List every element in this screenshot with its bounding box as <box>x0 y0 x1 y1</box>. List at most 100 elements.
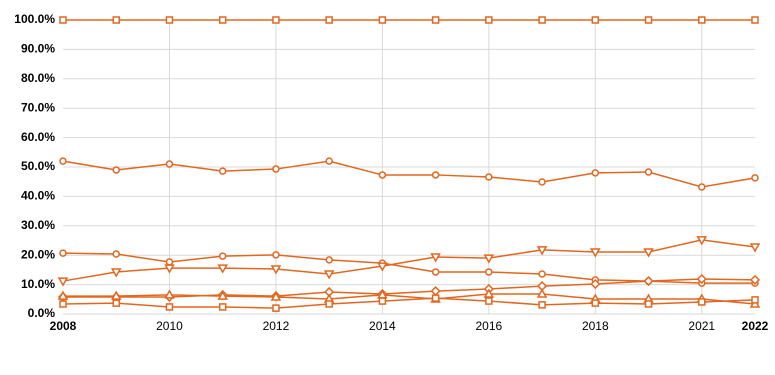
y-tick-label: 20.0% <box>21 247 55 261</box>
marker <box>112 250 120 258</box>
marker <box>110 290 122 300</box>
marker <box>431 268 440 276</box>
y-tick-label: 90.0% <box>21 42 55 56</box>
marker <box>698 183 706 191</box>
marker <box>57 290 69 300</box>
x-tick-label: 2022 <box>742 319 769 333</box>
marker <box>538 178 546 186</box>
marker <box>272 304 280 312</box>
series-line <box>63 278 756 298</box>
marker <box>751 16 759 24</box>
marker <box>485 268 493 276</box>
marker <box>698 298 706 306</box>
x-tick-label: 2021 <box>688 319 715 333</box>
marker <box>59 300 67 308</box>
marker <box>698 16 706 24</box>
marker <box>536 288 548 298</box>
marker <box>270 291 282 301</box>
marker <box>377 262 388 272</box>
marker <box>59 157 67 165</box>
marker <box>325 157 333 165</box>
marker <box>112 299 120 307</box>
series-line <box>62 160 756 188</box>
marker <box>431 294 440 302</box>
x-tick-label: 2012 <box>263 319 290 333</box>
marker <box>751 174 759 182</box>
y-tick-label: 100.0% <box>14 12 55 26</box>
marker <box>217 290 228 300</box>
marker <box>59 16 67 24</box>
marker <box>749 274 761 285</box>
y-tick-label: 50.0% <box>21 159 55 173</box>
marker <box>165 258 174 266</box>
marker <box>218 303 227 311</box>
marker <box>272 16 280 24</box>
marker <box>57 277 69 287</box>
marker <box>164 264 175 274</box>
marker <box>431 16 440 24</box>
marker <box>165 160 174 168</box>
marker <box>325 256 333 264</box>
marker <box>485 297 493 305</box>
marker <box>591 299 600 307</box>
marker <box>378 16 387 24</box>
y-tick-label: 40.0% <box>21 189 55 203</box>
marker <box>112 166 120 174</box>
marker <box>538 16 546 24</box>
marker <box>749 243 761 253</box>
y-tick-label: 30.0% <box>21 218 55 232</box>
marker <box>431 171 440 179</box>
marker <box>696 273 707 285</box>
x-tick-label: 2014 <box>369 319 396 333</box>
marker <box>323 270 335 280</box>
marker <box>485 16 493 24</box>
x-tick-label: 2008 <box>50 319 77 333</box>
series-line <box>62 297 756 309</box>
marker <box>590 248 601 258</box>
marker <box>59 249 67 257</box>
marker <box>430 253 441 263</box>
series-line <box>63 293 756 305</box>
marker <box>590 278 601 290</box>
marker <box>110 268 122 278</box>
marker <box>165 303 174 311</box>
x-tick-label: 2010 <box>156 319 183 333</box>
marker <box>218 16 227 24</box>
marker <box>483 288 495 298</box>
marker <box>485 173 493 181</box>
marker <box>378 297 387 305</box>
marker <box>217 264 228 274</box>
marker <box>591 169 600 177</box>
marker <box>643 276 654 287</box>
marker <box>325 16 333 24</box>
marker <box>270 265 282 275</box>
marker <box>164 289 175 299</box>
y-tick-label: 10.0% <box>21 277 55 291</box>
y-tick-label: 60.0% <box>21 130 55 144</box>
marker <box>538 301 546 309</box>
marker <box>644 300 653 308</box>
x-tick-label: 2016 <box>475 319 502 333</box>
marker <box>112 16 120 24</box>
grid <box>63 19 755 315</box>
marker <box>751 296 759 304</box>
marker <box>643 248 654 258</box>
marker <box>218 167 227 175</box>
marker <box>165 16 174 24</box>
marker <box>378 171 387 179</box>
marker <box>325 300 333 308</box>
marker <box>644 16 653 24</box>
marker <box>483 254 495 264</box>
marker <box>536 246 548 256</box>
marker <box>591 16 600 24</box>
marker <box>272 251 280 259</box>
y-tick-label: 80.0% <box>21 71 55 85</box>
marker <box>644 168 653 176</box>
marker <box>272 165 280 173</box>
y-tick-label: 70.0% <box>21 100 55 114</box>
series-line <box>62 239 756 282</box>
y-tick-label: 0.0% <box>28 306 56 320</box>
marker <box>218 252 227 260</box>
marker <box>696 236 708 246</box>
